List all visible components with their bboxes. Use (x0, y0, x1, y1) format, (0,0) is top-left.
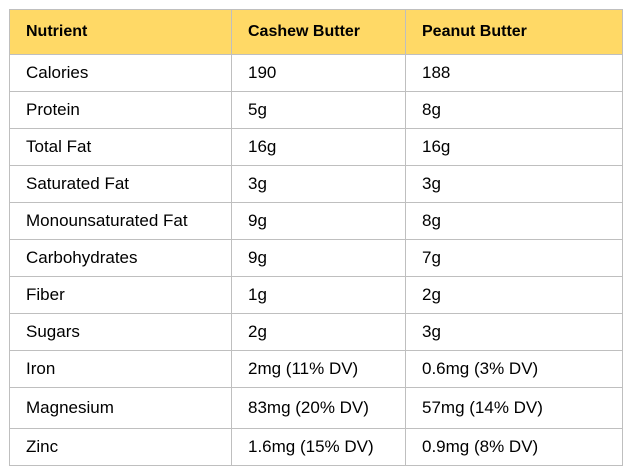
header-peanut-butter: Peanut Butter (405, 9, 623, 55)
table-row: Sugars 2g 3g (9, 313, 623, 351)
peanut-value-cell: 188 (405, 54, 623, 92)
nutrient-cell: Saturated Fat (9, 165, 232, 203)
peanut-value-cell: 57mg (14% DV) (405, 387, 623, 429)
cashew-value-cell: 83mg (20% DV) (231, 387, 406, 429)
nutrient-cell: Protein (9, 91, 232, 129)
nutrient-cell: Sugars (9, 313, 232, 351)
cashew-value-cell: 16g (231, 128, 406, 166)
cashew-value-cell: 3g (231, 165, 406, 203)
nutrient-cell: Carbohydrates (9, 239, 232, 277)
peanut-value-cell: 16g (405, 128, 623, 166)
table-row: Iron 2mg (11% DV) 0.6mg (3% DV) (9, 350, 623, 388)
nutrition-comparison-table-container: Nutrient Cashew Butter Peanut Butter Cal… (9, 9, 623, 466)
cashew-value-cell: 9g (231, 239, 406, 277)
peanut-value-cell: 8g (405, 91, 623, 129)
peanut-value-cell: 0.9mg (8% DV) (405, 428, 623, 466)
nutrient-cell: Iron (9, 350, 232, 388)
table-row: Protein 5g 8g (9, 91, 623, 129)
nutrient-cell: Calories (9, 54, 232, 92)
peanut-value-cell: 7g (405, 239, 623, 277)
nutrient-cell: Monounsaturated Fat (9, 202, 232, 240)
table-row: Total Fat 16g 16g (9, 128, 623, 166)
header-cashew-butter: Cashew Butter (231, 9, 406, 55)
table-row: Saturated Fat 3g 3g (9, 165, 623, 203)
peanut-value-cell: 2g (405, 276, 623, 314)
table-row: Magnesium 83mg (20% DV) 57mg (14% DV) (9, 387, 623, 429)
peanut-value-cell: 3g (405, 313, 623, 351)
cashew-value-cell: 190 (231, 54, 406, 92)
cashew-value-cell: 5g (231, 91, 406, 129)
table-row: Carbohydrates 9g 7g (9, 239, 623, 277)
table-row: Calories 190 188 (9, 54, 623, 92)
nutrient-cell: Total Fat (9, 128, 232, 166)
cashew-value-cell: 1g (231, 276, 406, 314)
table-row: Zinc 1.6mg (15% DV) 0.9mg (8% DV) (9, 428, 623, 466)
nutrient-cell: Fiber (9, 276, 232, 314)
cashew-value-cell: 1.6mg (15% DV) (231, 428, 406, 466)
header-nutrient: Nutrient (9, 9, 232, 55)
cashew-value-cell: 2g (231, 313, 406, 351)
nutrient-cell: Magnesium (9, 387, 232, 429)
cashew-value-cell: 9g (231, 202, 406, 240)
peanut-value-cell: 3g (405, 165, 623, 203)
table-row: Monounsaturated Fat 9g 8g (9, 202, 623, 240)
table-row: Fiber 1g 2g (9, 276, 623, 314)
peanut-value-cell: 0.6mg (3% DV) (405, 350, 623, 388)
nutrient-cell: Zinc (9, 428, 232, 466)
nutrition-comparison-table: Nutrient Cashew Butter Peanut Butter Cal… (9, 9, 623, 466)
peanut-value-cell: 8g (405, 202, 623, 240)
table-header-row: Nutrient Cashew Butter Peanut Butter (9, 9, 623, 55)
cashew-value-cell: 2mg (11% DV) (231, 350, 406, 388)
